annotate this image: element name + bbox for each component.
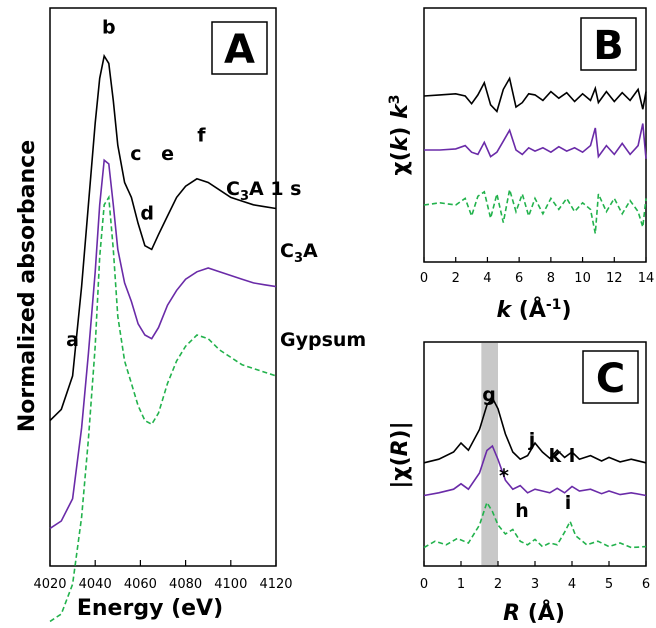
- series-line-2: [423, 189, 647, 234]
- panel-b-letter: B: [593, 23, 624, 69]
- peak-label-c: c: [130, 143, 141, 165]
- panel-a-y-title: Normalized absorbance: [15, 140, 40, 432]
- panel-a-letter-box: [211, 21, 268, 75]
- x-tick-label: 6: [642, 577, 650, 592]
- peak-label-h: h: [515, 500, 529, 522]
- x-tick-label: 4100: [214, 577, 247, 592]
- panel-b-x-title: k (Å-1): [496, 297, 571, 323]
- panel-a-x-ticks: 4020 4040 4060 4080 4100 4120: [33, 560, 293, 592]
- x-tick-label: 4020: [33, 577, 66, 592]
- panel-c: 0 1 2 3 4 5 6 C g j k l * h i R (Å) |χ(R)|: [388, 341, 650, 626]
- panel-a-x-title: Energy (eV): [77, 596, 223, 621]
- peak-label-l: l: [569, 445, 576, 467]
- x-tick-label: 1: [457, 577, 465, 592]
- panel-a-peak-labels: a b c d e f: [66, 17, 206, 351]
- panel-b-y-title: χ(k) k3: [387, 95, 413, 176]
- x-tick-label: 4080: [169, 577, 202, 592]
- peak-label-i: i: [565, 492, 572, 514]
- x-tick-label: 10: [574, 271, 591, 286]
- x-tick-label: 3: [531, 577, 539, 592]
- x-tick-label: 2: [452, 271, 460, 286]
- x-tick-label: 2: [494, 577, 502, 592]
- x-tick-label: 0: [420, 577, 428, 592]
- panel-a-series: [49, 53, 277, 623]
- peak-label-g: g: [482, 384, 496, 406]
- x-tick-label: 8: [547, 271, 555, 286]
- panel-c-series: [423, 396, 647, 549]
- panel-b-frame: [423, 7, 647, 263]
- peak-label-k: k: [549, 445, 562, 467]
- x-tick-label: 4: [483, 271, 491, 286]
- series-line-1: [424, 123, 647, 159]
- x-tick-label: 12: [606, 271, 623, 286]
- panel-c-x-ticks: 0 1 2 3 4 5 6: [420, 561, 650, 592]
- peak-label-f: f: [197, 125, 206, 147]
- peak-label-d: d: [140, 203, 154, 225]
- x-tick-label: 5: [605, 577, 613, 592]
- panel-c-y-title: |χ(R)|: [388, 421, 413, 488]
- panel-a: 4020 4040 4060 4080 4100 4120 a b c d e f A C3A 1 …: [15, 7, 366, 623]
- x-tick-label: 4: [568, 577, 576, 592]
- series-line-0: [423, 396, 647, 464]
- x-tick-label: 4120: [259, 577, 292, 592]
- x-tick-label: 4060: [124, 577, 157, 592]
- series-label-gypsum: Gypsum: [280, 329, 366, 351]
- x-tick-label: 14: [638, 271, 655, 286]
- series-line-0: [423, 76, 647, 113]
- panel-a-letter: A: [224, 27, 255, 73]
- peak-label-a: a: [66, 329, 79, 351]
- panel-c-letter-box: [582, 350, 639, 404]
- panel-a-frame: [49, 7, 277, 567]
- shaded-band: [481, 343, 498, 565]
- peak-label-b: b: [102, 17, 116, 39]
- peak-label-star: *: [499, 465, 509, 487]
- panel-b: 0 2 4 6 8 10 12 14 B k (Å-1) χ(k) k3: [387, 7, 654, 323]
- series-line-c3a-1-s: [49, 53, 277, 422]
- panel-c-x-title: R (Å): [503, 600, 565, 626]
- x-tick-label: 4040: [79, 577, 112, 592]
- peak-label-j: j: [528, 429, 536, 451]
- series-line-c3a: [49, 158, 277, 530]
- panel-b-x-ticks: 0 2 4 6 8 10 12 14: [420, 257, 654, 286]
- peak-label-e: e: [161, 143, 174, 165]
- panel-b-letter-box: [580, 17, 637, 71]
- x-tick-label: 6: [515, 271, 523, 286]
- series-line-2: [423, 500, 647, 549]
- series-label-c3a-1s: C3A 1 s: [226, 178, 301, 204]
- panel-c-letter: C: [596, 356, 625, 402]
- series-label-c3a: C3A: [280, 240, 318, 266]
- series-line-1: [423, 444, 647, 497]
- panel-b-series: [423, 76, 647, 234]
- x-tick-label: 0: [420, 271, 428, 286]
